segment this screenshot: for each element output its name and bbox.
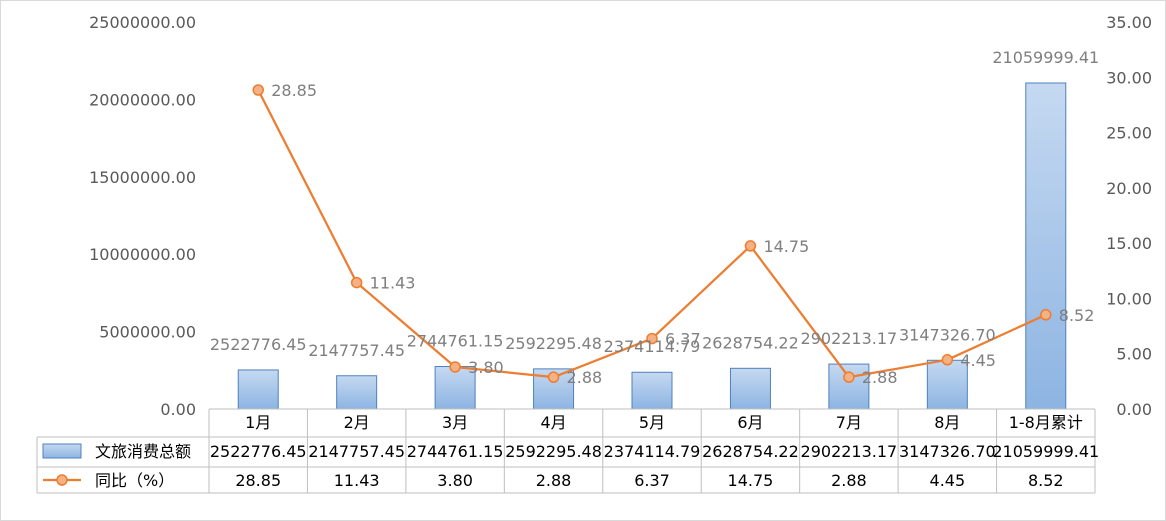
category-label: 8月 xyxy=(934,413,960,432)
line-data-label: 6.37 xyxy=(665,330,701,349)
y-right-tick-label: 15.00 xyxy=(1106,234,1152,253)
line-point xyxy=(843,371,855,383)
bar-data-label: 21059999.41 xyxy=(992,48,1099,67)
y-right-tick-label: 0.00 xyxy=(1116,400,1152,419)
line-point xyxy=(252,84,264,96)
line-point xyxy=(449,361,461,373)
bar-mark xyxy=(1025,82,1067,410)
bar-data-label: 2744761.15 xyxy=(407,332,504,351)
y-right-tick-label: 5.00 xyxy=(1116,345,1152,364)
category-label: 5月 xyxy=(639,413,665,432)
table-cell-yoy: 2.88 xyxy=(536,471,572,490)
line-data-label: 28.85 xyxy=(271,81,317,100)
category-label: 6月 xyxy=(737,413,763,432)
bar-data-label: 2147757.45 xyxy=(308,341,405,360)
bar-data-label: 2522776.45 xyxy=(210,335,307,354)
table-cell-yoy: 6.37 xyxy=(634,471,670,490)
y-right-tick-label: 25.00 xyxy=(1106,124,1152,143)
line-point xyxy=(1040,309,1052,321)
table-cell-total: 2592295.48 xyxy=(505,442,602,461)
table-cell-total: 2147757.45 xyxy=(308,442,405,461)
y-left-tick-label: 0.00 xyxy=(160,400,196,419)
y-left-tick-label: 25000000.00 xyxy=(89,13,196,32)
table-cell-total: 2744761.15 xyxy=(407,442,504,461)
line-data-label: 2.88 xyxy=(567,368,603,387)
bar-data-label: 3147326.70 xyxy=(899,325,996,344)
category-label: 1-8月累计 xyxy=(1009,413,1083,432)
y-left-tick-label: 10000000.00 xyxy=(89,245,196,264)
y-left-tick-label: 5000000.00 xyxy=(99,323,196,342)
line-data-label: 11.43 xyxy=(370,274,416,293)
table-cell-yoy: 8.52 xyxy=(1028,471,1064,490)
bar-data-label: 2628754.22 xyxy=(702,333,799,352)
table-cell-yoy: 28.85 xyxy=(235,471,281,490)
legend-bar-swatch xyxy=(42,443,82,459)
legend-line-label: 同比（%） xyxy=(95,471,174,490)
y-left-tick-label: 15000000.00 xyxy=(89,168,196,187)
line-data-label: 2.88 xyxy=(862,368,898,387)
y-right-tick-label: 30.00 xyxy=(1106,68,1152,87)
table-cell-total: 3147326.70 xyxy=(899,442,996,461)
table-cell-total: 2628754.22 xyxy=(702,442,799,461)
line-point xyxy=(547,371,560,383)
y-right-tick-label: 35.00 xyxy=(1106,13,1152,32)
line-point xyxy=(744,240,757,252)
bar-mark xyxy=(237,369,279,410)
line-point xyxy=(646,332,658,345)
line-data-label: 4.45 xyxy=(960,351,996,370)
line-data-label: 3.80 xyxy=(468,358,504,377)
bar-mark xyxy=(729,367,771,410)
bar-mark xyxy=(828,363,870,410)
bar-mark xyxy=(631,371,673,410)
line-data-label: 14.75 xyxy=(763,237,809,256)
category-label: 1月 xyxy=(245,413,271,432)
table-cell-yoy: 2.88 xyxy=(831,471,867,490)
table-cell-yoy: 14.75 xyxy=(728,471,774,490)
bar-data-label: 2902213.17 xyxy=(801,329,898,348)
y-left-tick-label: 20000000.00 xyxy=(89,90,196,109)
table-cell-total: 2522776.45 xyxy=(210,442,307,461)
table-cell-total: 2902213.17 xyxy=(801,442,898,461)
line-point xyxy=(350,276,363,289)
category-label: 2月 xyxy=(344,413,370,432)
legend-line-marker xyxy=(56,474,68,486)
table-cell-yoy: 4.45 xyxy=(930,471,966,490)
table-cell-total: 2374114.79 xyxy=(604,442,701,461)
line-data-label: 8.52 xyxy=(1059,306,1095,325)
bar-data-label: 2374114.79 xyxy=(604,337,701,356)
table-cell-yoy: 3.80 xyxy=(437,471,473,490)
category-label: 7月 xyxy=(836,413,862,432)
table-cell-yoy: 11.43 xyxy=(334,471,380,490)
y-right-tick-label: 10.00 xyxy=(1106,289,1152,308)
table-cell-total: 21059999.41 xyxy=(992,442,1099,461)
category-label: 3月 xyxy=(442,413,468,432)
bar-mark xyxy=(336,375,378,410)
legend-bar-label: 文旅消费总额 xyxy=(95,442,191,461)
line-point xyxy=(941,354,954,366)
category-label: 4月 xyxy=(540,413,566,432)
bar-data-label: 2592295.48 xyxy=(505,334,602,353)
bar-mark xyxy=(434,366,476,410)
y-right-tick-label: 20.00 xyxy=(1106,179,1152,198)
